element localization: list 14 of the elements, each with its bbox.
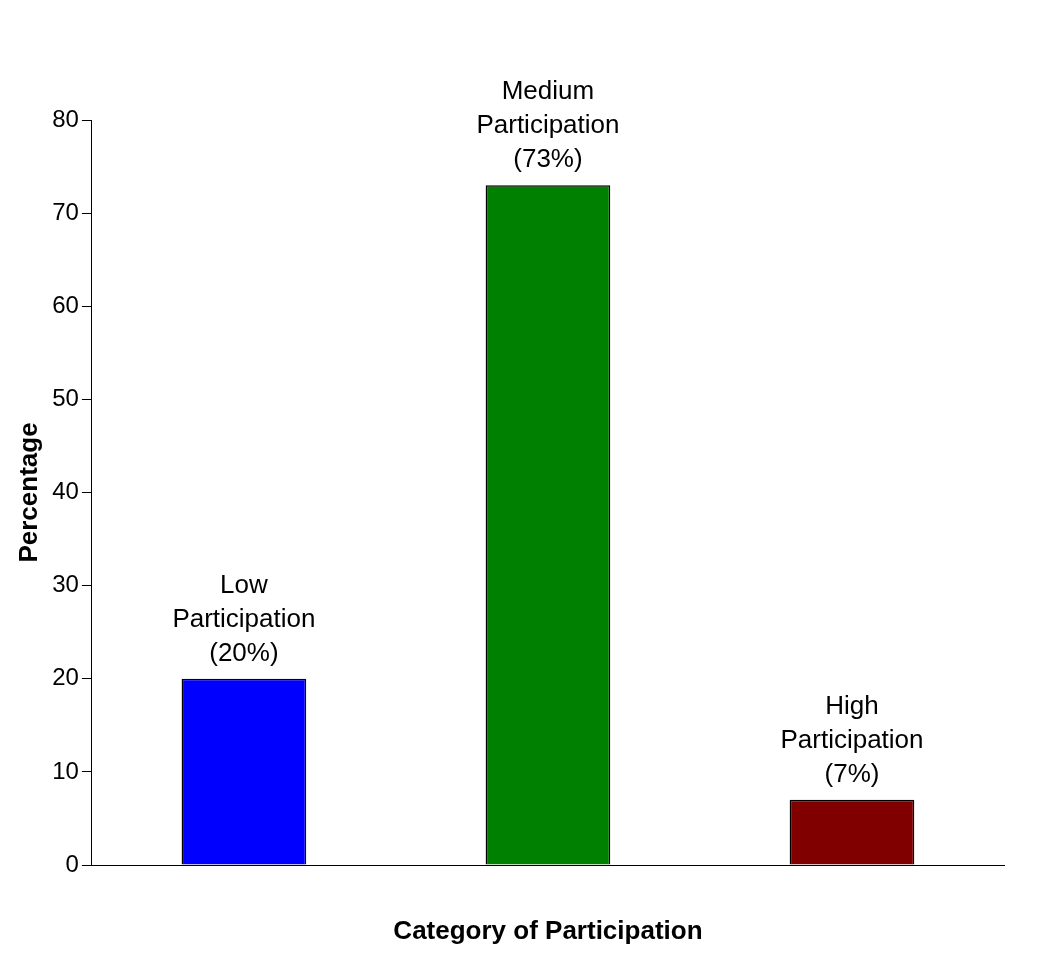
y-tick-label: 20 — [52, 663, 79, 691]
y-tick-label: 50 — [52, 384, 79, 411]
y-tick-label: 60 — [52, 290, 79, 318]
data-label: Medium Participation (73%) — [476, 75, 620, 174]
y-tick-label: 0 — [65, 849, 79, 877]
data-label: Low Participation (20%) — [172, 568, 316, 667]
y-tick-label: 80 — [52, 104, 79, 132]
y-tick-label: 30 — [52, 570, 79, 598]
data-label: High Participation (7%) — [780, 689, 924, 788]
y-axis-title: Percentage — [12, 422, 43, 563]
x-axis-title: Category of Participation — [393, 914, 703, 945]
y-tick-label: 70 — [52, 197, 79, 225]
y-tick-label: 10 — [52, 756, 79, 784]
y-tick-label: 40 — [52, 477, 79, 505]
